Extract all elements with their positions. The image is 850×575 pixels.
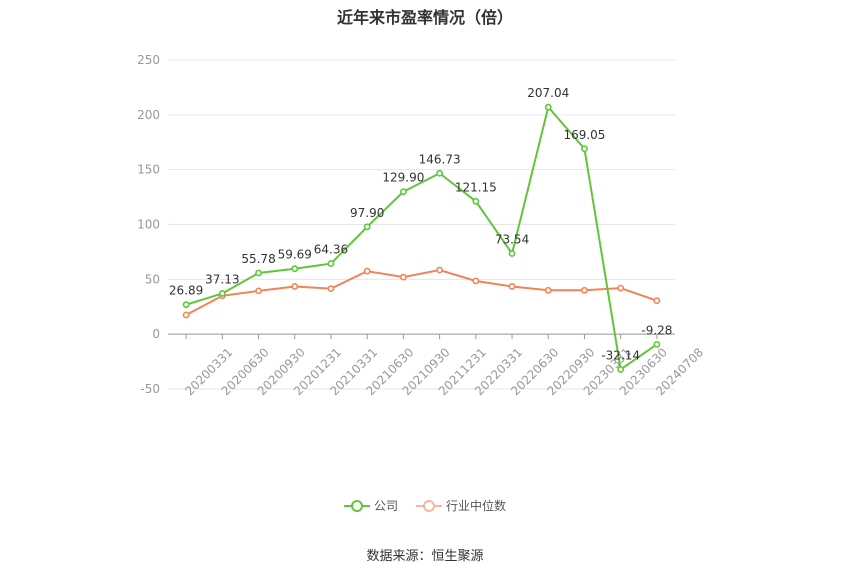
- y-tick-label: 200: [137, 108, 160, 122]
- data-point: [436, 169, 444, 177]
- y-tick-label: 250: [137, 53, 160, 67]
- data-label: 64.36: [314, 243, 348, 257]
- data-label: -9.28: [641, 323, 672, 337]
- data-point: [472, 277, 480, 285]
- data-point: [182, 311, 190, 319]
- series-line: [185, 268, 658, 316]
- legend-item-company[interactable]: 公司: [343, 497, 398, 514]
- legend-label-company: 公司: [373, 499, 398, 513]
- data-point: [363, 267, 371, 275]
- data-point: [472, 197, 480, 205]
- data-label: 37.13: [205, 272, 239, 286]
- chart-title: 近年来市盈率情况（倍）: [336, 8, 513, 27]
- data-point: [617, 366, 625, 373]
- y-tick-label: 150: [137, 163, 160, 177]
- legend-item-industry-median[interactable]: 行业中位数: [416, 497, 506, 514]
- legend-line-marker-icon: [343, 499, 370, 512]
- data-point: [544, 286, 552, 294]
- data-label: -32.14: [601, 348, 640, 362]
- data-point: [182, 301, 190, 309]
- data-label: 26.89: [169, 284, 203, 298]
- y-tick-label: 50: [145, 272, 160, 286]
- data-point: [581, 286, 588, 294]
- data-point: [255, 269, 262, 277]
- data-point: [291, 283, 299, 290]
- data-point: [544, 103, 552, 111]
- data-point: [218, 290, 226, 297]
- data-point: [436, 266, 444, 274]
- data-point: [327, 260, 335, 267]
- data-point: [508, 283, 516, 290]
- data-label: 59.69: [278, 248, 312, 262]
- data-label: 121.15: [455, 180, 497, 194]
- y-tick-label: -50: [140, 382, 160, 396]
- data-label: 97.90: [350, 206, 384, 220]
- y-tick-label: 0: [152, 327, 160, 341]
- legend-label-industry-median: 行业中位数: [446, 499, 507, 513]
- legend: 公司 行业中位数: [0, 497, 850, 514]
- data-label: 73.54: [495, 233, 529, 247]
- data-point: [617, 284, 625, 292]
- data-point: [653, 297, 661, 305]
- data-point: [255, 287, 262, 295]
- legend-line-marker-icon: [416, 499, 442, 512]
- y-tick-label: 100: [137, 218, 160, 232]
- series-line: [185, 105, 658, 372]
- data-point: [399, 273, 407, 281]
- data-source: 数据来源：恒生聚源: [366, 549, 484, 564]
- data-point: [399, 188, 407, 196]
- data-point: [653, 340, 661, 348]
- data-point: [291, 265, 299, 273]
- data-point: [327, 285, 335, 293]
- data-point: [508, 250, 516, 257]
- data-label: 207.04: [527, 86, 569, 100]
- data-label: 55.78: [241, 252, 275, 266]
- data-label: 146.73: [419, 152, 461, 166]
- data-point: [363, 223, 371, 231]
- data-point: [581, 145, 588, 153]
- data-label: 169.05: [563, 128, 605, 142]
- data-label: 129.90: [382, 171, 424, 185]
